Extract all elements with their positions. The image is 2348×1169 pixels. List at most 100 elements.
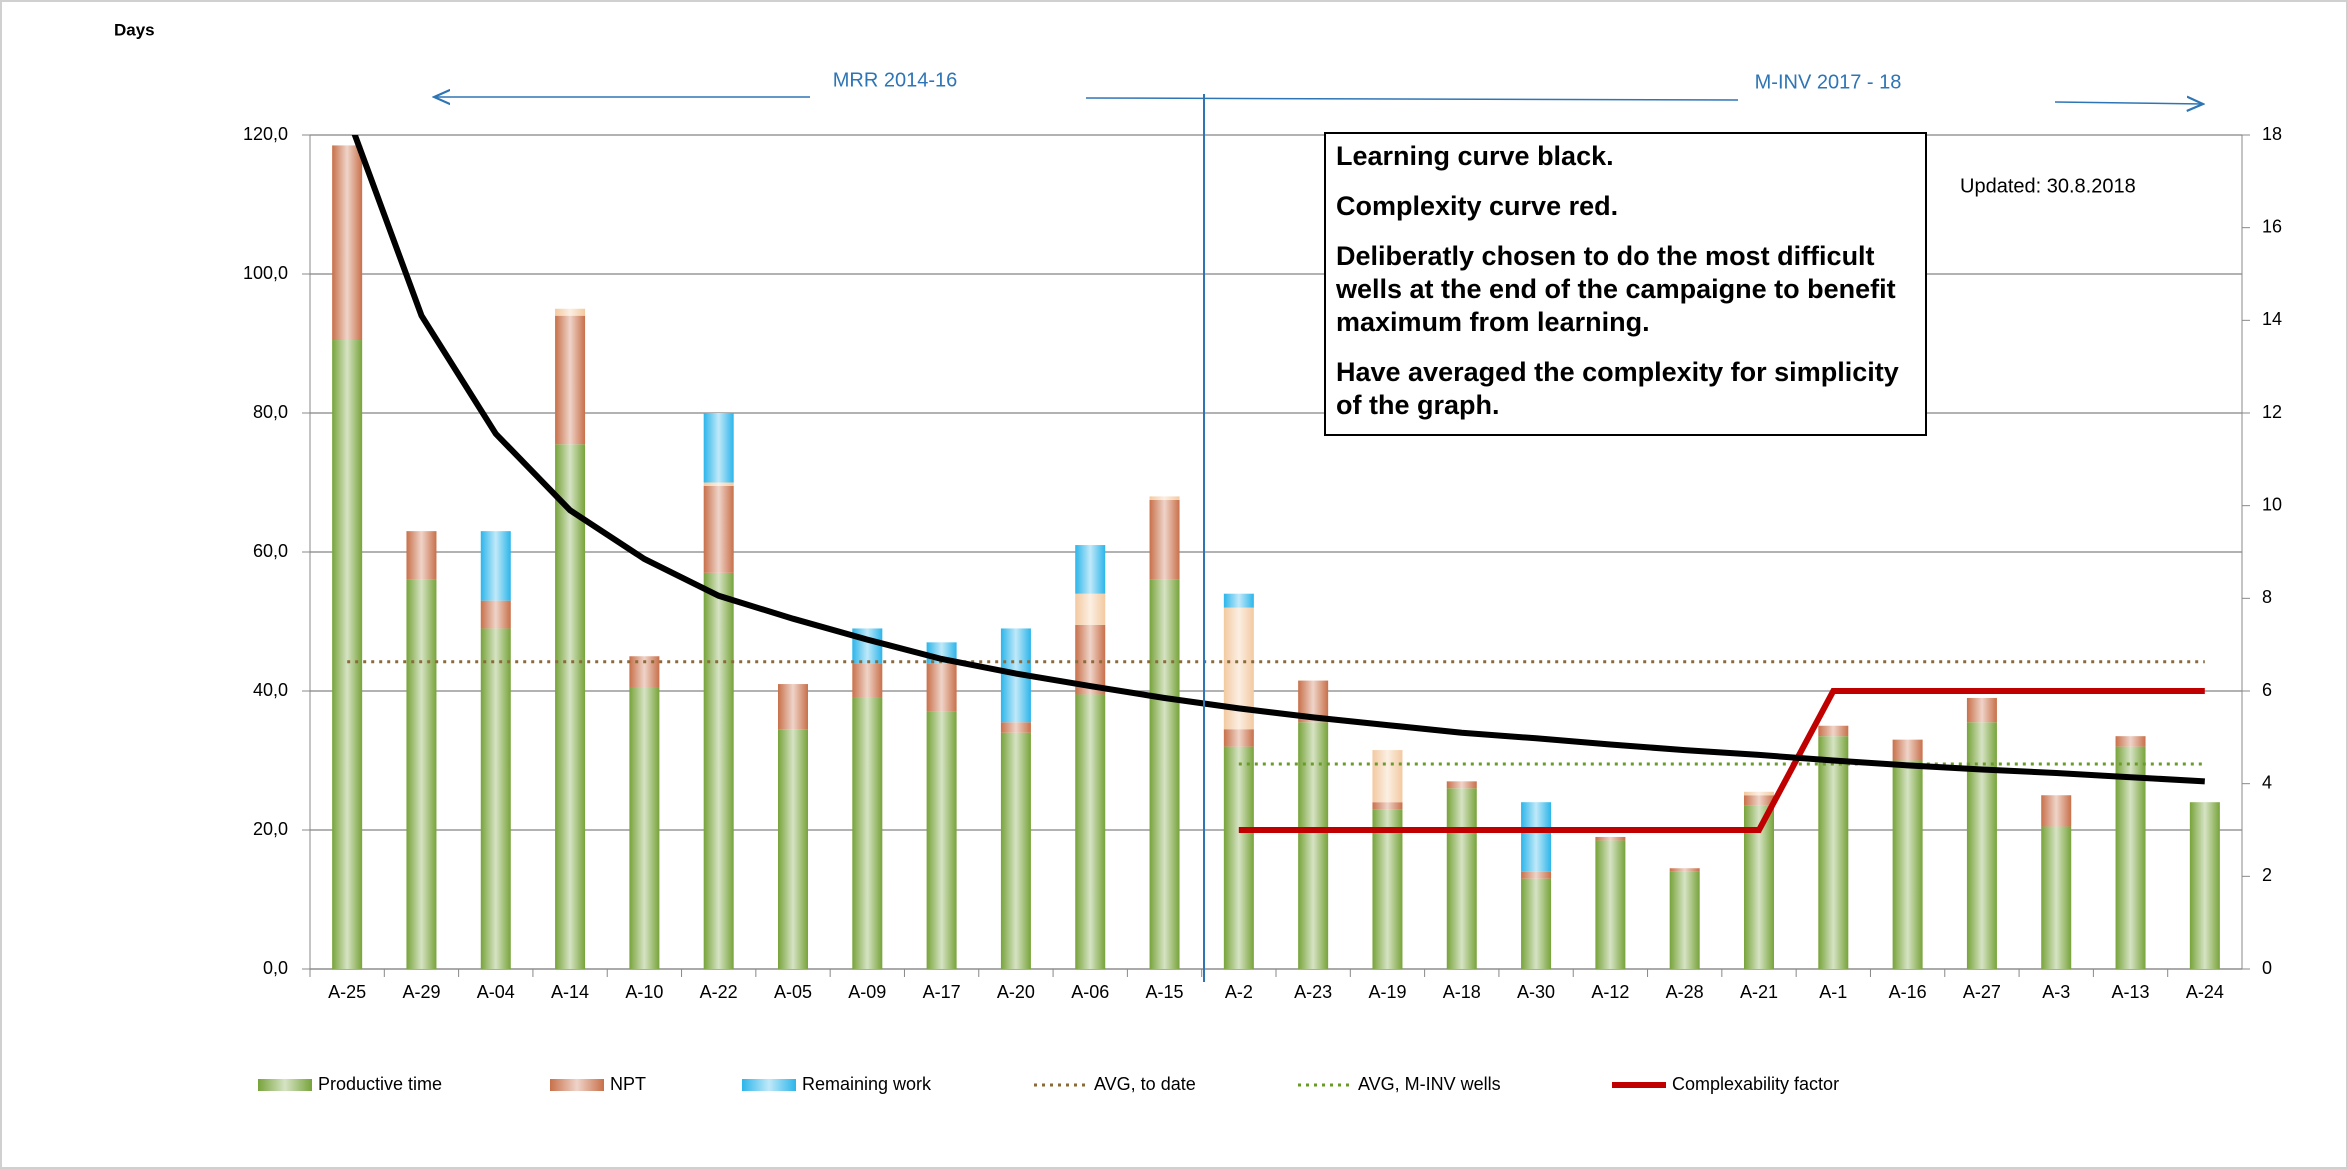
- x-tick-label: A-05: [774, 982, 812, 1002]
- bar-segment: [1372, 750, 1403, 803]
- bar-segment: [1595, 836, 1626, 841]
- x-tick-label: A-30: [1517, 982, 1555, 1002]
- bar-segment: [1075, 694, 1106, 969]
- bar-segment: [1000, 722, 1031, 733]
- bar-segment: [480, 628, 511, 969]
- bar-segment: [1149, 499, 1180, 580]
- bar-segment: [1223, 746, 1254, 969]
- bar-segment: [2189, 802, 2220, 969]
- bar-segment: [1966, 722, 1997, 969]
- arrow: [2054, 102, 2203, 104]
- legend-label: Remaining work: [802, 1074, 932, 1094]
- y2-tick-label: 2: [2262, 865, 2272, 885]
- x-tick-label: A-09: [848, 982, 886, 1002]
- x-tick-label: A-24: [2186, 982, 2224, 1002]
- y2-tick-label: 14: [2262, 309, 2282, 329]
- bar-segment: [1075, 593, 1106, 625]
- bar-segment: [1446, 788, 1477, 969]
- bar-segment: [778, 729, 808, 969]
- bar-segment: [1223, 729, 1254, 747]
- note-box: Learning curve black. Complexity curve r…: [1324, 132, 1927, 436]
- y2-tick-label: 8: [2262, 587, 2272, 607]
- bar-segment: [926, 663, 957, 712]
- note-text: Learning curve black.: [1336, 141, 1614, 171]
- bar-segment: [1521, 878, 1552, 969]
- bar-segment: [852, 697, 883, 969]
- x-tick-label: A-25: [328, 982, 366, 1002]
- legend-label: Complexability factor: [1672, 1074, 1839, 1094]
- x-tick-label: A-28: [1666, 982, 1704, 1002]
- bar-segment: [1966, 697, 1997, 723]
- bar-segment: [1521, 871, 1552, 879]
- period-label: MRR 2014-16: [833, 69, 958, 91]
- bar-segment: [1818, 725, 1849, 737]
- bar-segment: [555, 444, 586, 969]
- x-tick-label: A-19: [1368, 982, 1406, 1002]
- x-tick-label: A-06: [1071, 982, 1109, 1002]
- y-tick-label: 40,0: [253, 680, 288, 700]
- bar-segment: [1818, 736, 1849, 969]
- note-text: Have averaged the complexity for simplic…: [1336, 357, 1899, 420]
- y-tick-label: 20,0: [253, 819, 288, 839]
- bar-segment: [1372, 809, 1403, 969]
- bar-segment: [2115, 736, 2146, 747]
- period-label: M-INV 2017 - 18: [1755, 71, 1902, 93]
- bar-segment: [778, 684, 808, 730]
- legend-swatch: [550, 1079, 604, 1091]
- note-text: Deliberatly chosen to do the most diffic…: [1336, 241, 1896, 337]
- bar-segment: [852, 663, 883, 698]
- bar-segment: [1521, 802, 1552, 872]
- x-tick-label: A-23: [1294, 982, 1332, 1002]
- line: [351, 135, 2205, 785]
- y2-tick-label: 16: [2262, 216, 2282, 236]
- bar-segment: [332, 340, 363, 969]
- bar-segment: [703, 572, 734, 969]
- y2-tick-label: 18: [2262, 124, 2282, 144]
- y2-tick-label: 4: [2262, 772, 2272, 792]
- plot-area: 0,0 20,0 40,0 60,0 80,0 100,0 120,0 0 2 4 6 8 10 12 14…: [243, 124, 2282, 1002]
- y2-tick-label: 10: [2262, 494, 2282, 514]
- y-axis-label: Days: [114, 20, 155, 39]
- x-tick-label: A-20: [997, 982, 1035, 1002]
- bar-segment: [1669, 868, 1700, 872]
- x-tick-label: A-15: [1146, 982, 1184, 1002]
- arrow-line: [1085, 97, 1739, 101]
- x-tick-label: A-16: [1889, 982, 1927, 1002]
- bar-segment: [1892, 739, 1923, 761]
- bar-segment: [1000, 732, 1031, 969]
- legend-label: Productive time: [318, 1074, 442, 1094]
- y-tick-label: 100,0: [243, 263, 288, 283]
- y2-tick-label: 12: [2262, 402, 2282, 422]
- x-tick-label: A-1: [1819, 982, 1847, 1002]
- x-tick-label: A-18: [1443, 982, 1481, 1002]
- x-tick-label: A-17: [923, 982, 961, 1002]
- bar-segment: [703, 485, 734, 573]
- bar-segment: [1892, 760, 1923, 969]
- x-tick-label: A-13: [2112, 982, 2150, 1002]
- bar-segment: [1075, 545, 1106, 594]
- bar-segment: [406, 531, 437, 580]
- bar-segment: [1372, 802, 1403, 810]
- x-tick-label: A-3: [2042, 982, 2070, 1002]
- bar-segment: [555, 308, 586, 316]
- bar-segment: [332, 145, 363, 341]
- x-tick-label: A-12: [1591, 982, 1629, 1002]
- x-tick-label: A-22: [700, 982, 738, 1002]
- x-tick-label: A-2: [1225, 982, 1253, 1002]
- y-tick-label: 120,0: [243, 124, 288, 144]
- y-tick-label: 0,0: [263, 958, 288, 978]
- line: [1238, 688, 2205, 833]
- bar-segment: [1669, 871, 1700, 969]
- bar-segment: [1298, 722, 1329, 969]
- bar-segment: [2041, 795, 2072, 827]
- bar-segment: [1149, 579, 1180, 969]
- bar-segment: [1446, 781, 1477, 789]
- y-tick-label: 60,0: [253, 541, 288, 561]
- bar-segment: [2041, 826, 2072, 969]
- bar-segment: [1744, 795, 1774, 806]
- bar-segment: [703, 413, 734, 483]
- bar-segment: [1223, 593, 1254, 608]
